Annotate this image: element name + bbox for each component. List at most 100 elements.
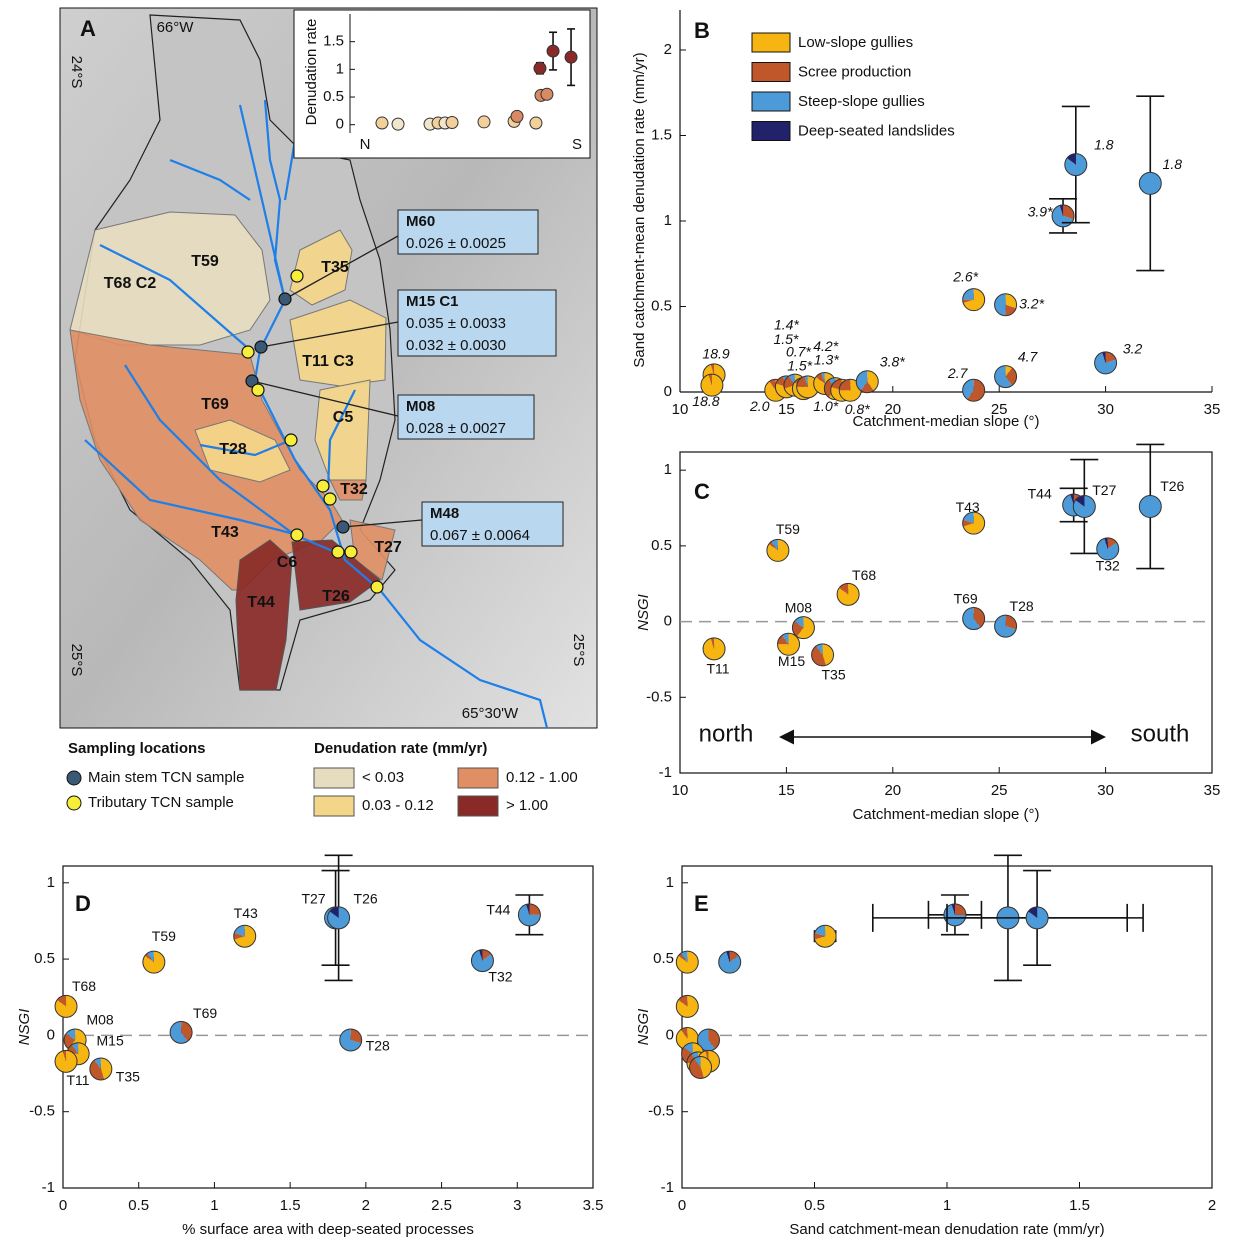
point-label: 18.9 [702, 346, 729, 362]
x-tick-label: 0 [678, 1197, 686, 1214]
dot [376, 117, 388, 129]
sample-rate: 0.067 ± 0.0064 [430, 527, 530, 544]
sample-rate: 0.028 ± 0.0027 [406, 420, 506, 437]
point-label: T28 [1010, 598, 1034, 614]
tributary-sample [345, 546, 357, 558]
point-label: T68 [72, 978, 96, 994]
sample-name: M08 [406, 398, 435, 415]
point-label: T59 [152, 928, 176, 944]
tributary-sample [332, 546, 344, 558]
point-label: T27 [1092, 482, 1116, 498]
annotation: north [699, 720, 754, 747]
x-tick-label: 1.5 [1069, 1197, 1090, 1214]
legend-label: Tributary TCN sample [88, 794, 234, 811]
catchment [70, 212, 270, 345]
catchment-label: T32 [340, 481, 368, 498]
y-axis-title: Sand catchment-mean denudation rate (mm/… [631, 52, 648, 367]
legend-swatch [752, 63, 790, 82]
point-label: 4.7 [1018, 348, 1039, 364]
point-label: M08 [785, 599, 812, 615]
tributary-sample [285, 434, 297, 446]
point-label: 1.5* [787, 358, 812, 374]
legend-swatch [314, 768, 354, 788]
y-axis-title: NSGI [635, 594, 652, 631]
point-label: T43 [234, 905, 258, 921]
x-tick-label: 0.5 [804, 1197, 825, 1214]
x-tick-label: 15 [778, 782, 795, 799]
main-stem-sample [279, 293, 291, 305]
legend-label: > 1.00 [506, 797, 548, 814]
y-tick-label: 1 [664, 461, 672, 478]
dot [392, 118, 404, 130]
y-tick-label: 2 [664, 41, 672, 58]
legend-swatch [458, 768, 498, 788]
y-tick-label: 1 [664, 212, 672, 229]
y-tick-label: 0 [664, 613, 672, 630]
y-tick-label: 0 [47, 1026, 55, 1043]
dot [478, 116, 490, 128]
point-label: T32 [488, 968, 512, 984]
coordinate: 66°W [157, 19, 195, 36]
point-label: T59 [776, 521, 800, 537]
point-label: T35 [822, 667, 846, 683]
catchment-label: T26 [322, 588, 350, 605]
legend-label: 0.03 - 0.12 [362, 797, 434, 814]
dot [511, 110, 523, 122]
legend-label: Low-slope gullies [798, 34, 913, 51]
point-label: 2.7 [947, 365, 969, 381]
point-label: T35 [116, 1069, 140, 1085]
dot [547, 45, 559, 57]
figure: A 66°W 24°S 25°S 25°S 65°30'W T59T35T68 … [0, 0, 1233, 1244]
point-label: T32 [1096, 558, 1120, 574]
tributary-sample [324, 493, 336, 505]
catchment-label: T35 [321, 259, 349, 276]
y-axis-title: NSGI [635, 1009, 652, 1046]
x-tick-label: 30 [1097, 782, 1114, 799]
point-label: T28 [366, 1038, 390, 1054]
x-axis-title: % surface area with deep-seated processe… [182, 1221, 474, 1238]
legend-marker [67, 796, 81, 810]
y-tick-label: 0.5 [653, 950, 674, 967]
x-end-label: S [572, 136, 582, 153]
point-label: T68 [852, 567, 876, 583]
tributary-sample [242, 346, 254, 358]
point-label: 3.2* [1019, 295, 1044, 311]
x-tick-label: 2 [1208, 1197, 1216, 1214]
y-tick-label: 1 [666, 874, 674, 891]
y-axis-title: NSGI [16, 1009, 33, 1046]
main-stem-sample [337, 521, 349, 533]
sample-rate: 0.032 ± 0.0030 [406, 337, 506, 354]
coordinate: 24°S [68, 56, 85, 89]
dot [534, 62, 546, 74]
y-tick-label: 0 [666, 1026, 674, 1043]
coordinate: 25°S [68, 644, 85, 677]
y-tick-label: 1 [336, 60, 344, 77]
panel-letter: E [694, 891, 709, 916]
point-label: T27 [302, 891, 326, 907]
point-label: 1.0* [813, 398, 838, 414]
sample-name: M60 [406, 213, 435, 230]
panel-letter: C [694, 479, 710, 504]
point-label: 3.8* [880, 353, 905, 369]
legend-title: Sampling locations [68, 740, 206, 757]
y-tick-label: 0.5 [651, 297, 672, 314]
point-label: 2.6* [952, 268, 978, 284]
x-tick-label: 10 [672, 782, 689, 799]
dot [530, 117, 542, 129]
x-tick-label: 10 [672, 401, 689, 418]
y-tick-label: -0.5 [646, 688, 672, 705]
x-tick-label: 30 [1097, 401, 1114, 418]
point-label: M15 [778, 653, 805, 669]
catchment-label: T27 [374, 539, 402, 556]
sample-name: M15 C1 [406, 293, 459, 310]
x-tick-label: 1 [210, 1197, 218, 1214]
legend-label: Scree production [798, 63, 911, 80]
x-tick-label: 3.5 [583, 1197, 604, 1214]
catchment-label: T28 [219, 441, 247, 458]
point-label: 2.0 [749, 398, 770, 414]
point-label: T11 [66, 1072, 89, 1088]
y-tick-label: -0.5 [29, 1103, 55, 1120]
tributary-sample [317, 480, 329, 492]
x-axis-title: Catchment-median slope (°) [853, 806, 1040, 823]
sample-name: M48 [430, 505, 459, 522]
